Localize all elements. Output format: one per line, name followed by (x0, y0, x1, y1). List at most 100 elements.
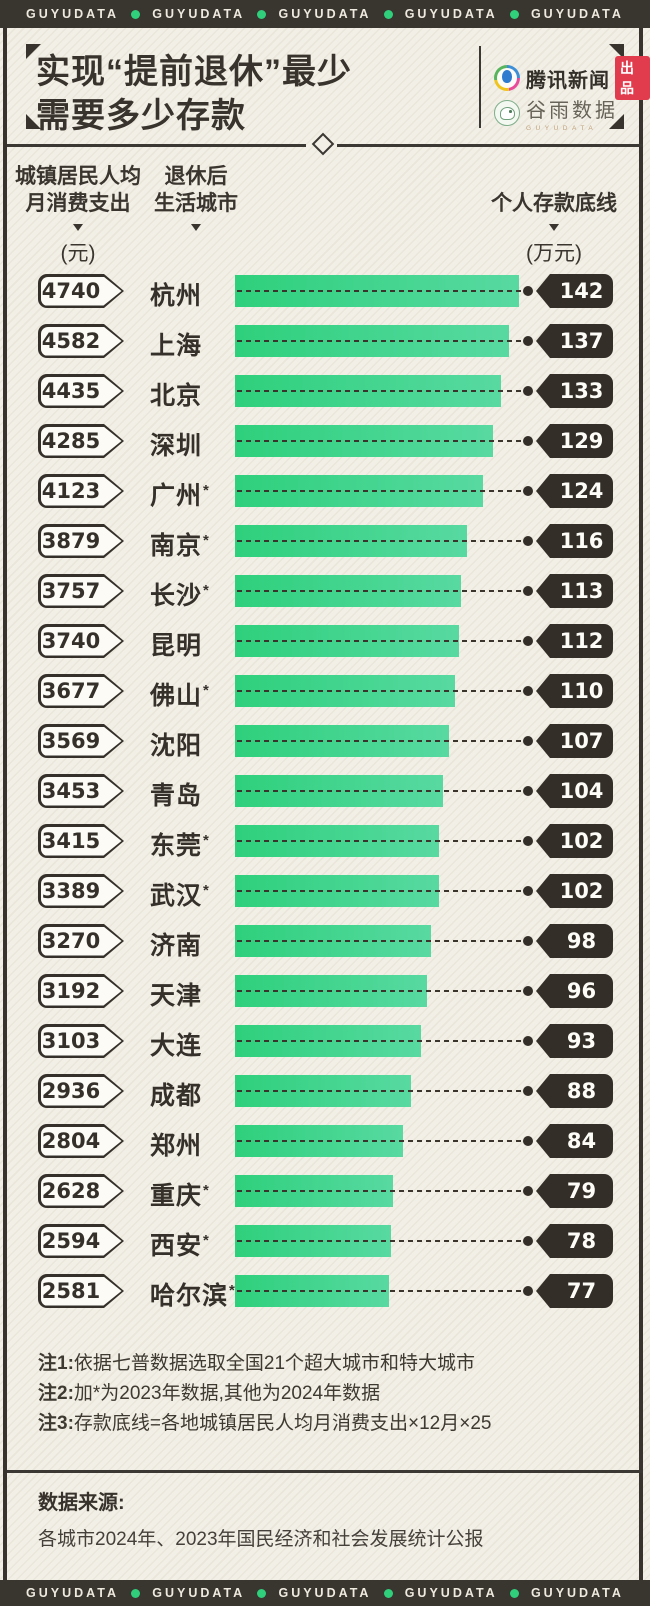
connector-dot-icon (523, 1086, 533, 1096)
asterisk-2023-marker: * (203, 682, 210, 699)
bottom-brand-banner: GUYUDATA GUYUDATA GUYUDATA GUYUDATA GUYUDATA (0, 1580, 650, 1606)
brand-logo-row: 谷雨数据 GUYUDATA (494, 94, 618, 132)
table-row: 2581 哈尔滨* 77 (0, 1266, 650, 1316)
publisher-name: 腾讯新闻 (526, 69, 610, 92)
data-source: 数据来源: 各城市2024年、2023年国民经济和社会发展统计公报 (38, 1486, 484, 1551)
dashed-connector (237, 1239, 529, 1243)
table-row: 2804 郑州 84 (0, 1116, 650, 1166)
spending-value: 4123 (41, 479, 101, 503)
connector-dot-icon (523, 1186, 533, 1196)
table-row: 2936 成都 88 (0, 1066, 650, 1116)
savings-badge (536, 1224, 613, 1258)
savings-badge (536, 1274, 613, 1308)
dashed-connector (237, 639, 529, 643)
dashed-connector (237, 989, 529, 993)
connector-dot-icon (523, 1136, 533, 1146)
spending-value: 2628 (41, 1179, 101, 1203)
city-label: 南京* (150, 532, 210, 560)
dashed-connector (237, 1139, 529, 1143)
connector-dot-icon (523, 736, 533, 746)
down-arrow-icon (73, 224, 83, 231)
savings-badge (536, 524, 613, 558)
city-label: 济南 (150, 932, 203, 960)
banner-dot-icon (257, 1588, 267, 1598)
savings-value: 110 (559, 679, 604, 703)
savings-badge (536, 824, 613, 858)
top-brand-banner: GUYUDATA GUYUDATA GUYUDATA GUYUDATA GUYUDATA (0, 0, 650, 28)
frame-border-left (3, 28, 7, 1580)
asterisk-2023-marker: * (203, 832, 210, 849)
spending-value: 2581 (41, 1279, 101, 1303)
tencent-news-icon (494, 65, 520, 91)
banner-text: GUYUDATA (404, 7, 498, 21)
table-row: 2628 重庆* 79 (0, 1166, 650, 1216)
brand-name: 谷雨数据 (526, 100, 618, 122)
table-row: 4285 深圳 129 (0, 416, 650, 466)
connector-dot-icon (523, 786, 533, 796)
spending-value: 2804 (41, 1129, 101, 1153)
banner-text: GUYUDATA (152, 7, 246, 21)
dashed-connector (237, 689, 529, 693)
title-line-1: 实现“提前退休”最少 (36, 53, 352, 91)
dashed-connector (237, 589, 529, 593)
spending-value: 3879 (41, 529, 101, 553)
guyu-bird-icon (494, 100, 520, 126)
asterisk-2023-marker: * (203, 532, 210, 549)
dashed-connector (237, 1039, 529, 1043)
spending-value: 3103 (41, 1029, 101, 1053)
savings-value: 79 (566, 1179, 597, 1203)
city-label: 东莞* (150, 832, 210, 860)
city-label: 武汉* (150, 882, 210, 910)
savings-value: 77 (566, 1279, 597, 1303)
spending-value: 3740 (41, 629, 101, 653)
dashed-connector (237, 1189, 529, 1193)
savings-value: 129 (559, 429, 604, 453)
corner-wedge-bottom-left-icon (26, 114, 41, 129)
savings-badge (536, 424, 613, 458)
corner-wedge-top-right-icon (609, 44, 624, 59)
banner-dot-icon (131, 9, 141, 19)
dashed-connector (237, 539, 529, 543)
connector-dot-icon (523, 936, 533, 946)
spending-tag (38, 574, 124, 608)
savings-badge (536, 574, 613, 608)
savings-badge (536, 1174, 613, 1208)
asterisk-2023-marker: * (203, 1182, 210, 1199)
savings-badge (536, 924, 613, 958)
savings-value: 113 (559, 579, 604, 603)
dashed-connector (237, 289, 529, 293)
savings-value: 88 (566, 1079, 597, 1103)
city-label: 西安* (150, 1232, 210, 1260)
city-label: 郑州 (150, 1132, 203, 1160)
header-divider-right (337, 144, 643, 147)
spending-value: 4740 (41, 279, 101, 303)
table-row: 4740 杭州 142 (0, 266, 650, 316)
brand-subtext: GUYUDATA (526, 125, 598, 132)
spending-value: 3389 (41, 879, 101, 903)
spending-tag (38, 674, 124, 708)
city-label: 佛山* (150, 682, 210, 710)
spending-value: 3415 (41, 829, 101, 853)
savings-badge (536, 974, 613, 1008)
connector-dot-icon (523, 436, 533, 446)
spending-tag (38, 324, 124, 358)
dashed-connector (237, 1089, 529, 1093)
dashed-connector (237, 839, 529, 843)
page-title: 实现“提前退休”最少 需要多少存款 (36, 50, 352, 138)
spending-tag (38, 1174, 124, 1208)
savings-badge (536, 1074, 613, 1108)
dashed-connector (237, 789, 529, 793)
city-label: 成都 (150, 1082, 203, 1110)
table-row: 2594 西安* 78 (0, 1216, 650, 1266)
dashed-connector (237, 389, 529, 393)
spending-tag (38, 1224, 124, 1258)
savings-value: 96 (566, 979, 597, 1003)
city-label: 北京 (150, 382, 203, 410)
spending-tag (38, 424, 124, 458)
savings-value: 137 (559, 329, 604, 353)
down-arrow-icon (191, 224, 201, 231)
savings-badge (536, 624, 613, 658)
banner-text: GUYUDATA (278, 1586, 372, 1600)
banner-text: GUYUDATA (26, 7, 119, 21)
spending-value: 3569 (41, 729, 101, 753)
